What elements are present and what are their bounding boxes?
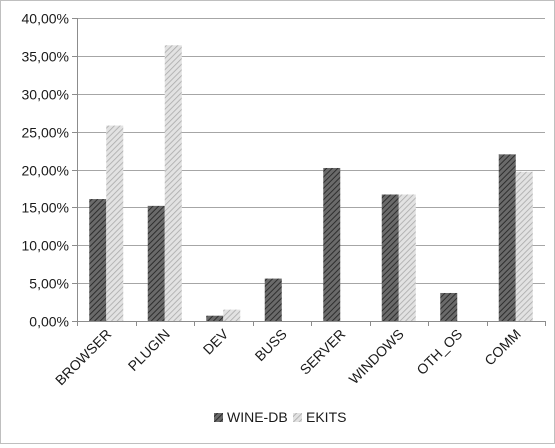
y-tick-label: 25,00%: [22, 125, 69, 141]
bar-ekits-browser: [106, 125, 124, 321]
bar-wine-db-buss: [264, 278, 282, 321]
bar-wine-db-oth_os: [440, 292, 458, 321]
legend-label-wine-db: WINE-DB: [227, 409, 288, 425]
bar-wine-db-dev: [206, 315, 224, 321]
bar-wine-db-browser: [89, 199, 107, 321]
bar-ekits-plugin: [164, 45, 182, 322]
gridlines: [77, 18, 545, 284]
axes: [72, 18, 545, 326]
bar-ekits-dev: [223, 309, 241, 321]
x-tick-label: PLUGIN: [125, 326, 173, 374]
y-axis-tick-labels: 0,00% 5,00% 10,00% 15,00% 20,00% 25,00% 30,00%…: [22, 11, 77, 330]
x-tick-label: BUSS: [252, 326, 290, 364]
y-tick-label: 30,00%: [22, 87, 69, 103]
x-tick-label: DEV: [200, 325, 232, 357]
y-tick-label: 20,00%: [22, 163, 69, 179]
legend-swatch-wine-db: [214, 413, 223, 422]
y-tick-label: 15,00%: [22, 200, 69, 216]
bar-ekits-comm: [515, 171, 533, 321]
y-tick-label: 10,00%: [22, 238, 69, 254]
y-tick-label: 40,00%: [22, 11, 69, 27]
y-tick-label: 0,00%: [29, 314, 69, 330]
y-tick-label: 5,00%: [29, 276, 69, 292]
bars: [89, 45, 533, 322]
x-tick-label: WINDOWS: [346, 326, 407, 387]
bar-wine-db-comm: [498, 154, 516, 321]
y-tick-label: 35,00%: [22, 49, 69, 65]
x-tick-label: OTH_OS: [413, 326, 465, 378]
legend-swatch-ekits: [293, 413, 302, 422]
legend-label-ekits: EKITS: [306, 409, 346, 425]
bar-wine-db-plugin: [147, 205, 165, 321]
x-tick-label: BROWSER: [52, 326, 114, 388]
x-tick-label: COMM: [481, 326, 524, 369]
bar-wine-db-windows: [381, 194, 399, 321]
legend: WINE-DB EKITS: [214, 409, 346, 425]
bar-ekits-windows: [398, 194, 416, 321]
x-tick-label: SERVER: [297, 326, 349, 378]
bar-wine-db-server: [323, 167, 341, 321]
